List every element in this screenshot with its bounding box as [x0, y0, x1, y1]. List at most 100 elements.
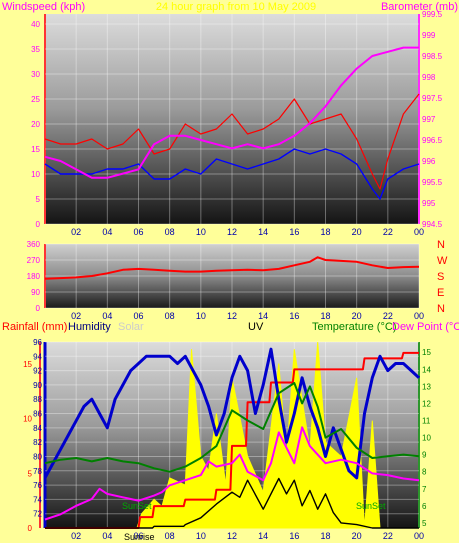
tick-labels: 02 04 06 08 10 12 14 16 18 20 22 000510152025303540… — [31, 10, 442, 237]
x-tick-label: 22 — [383, 311, 393, 321]
x-tick-label: 02 — [71, 227, 81, 237]
solar-title: Solar — [118, 321, 144, 333]
y-tick-label: 72 — [33, 510, 42, 519]
compass-label: N — [437, 239, 445, 251]
x-tick-label: 00 — [414, 227, 424, 237]
x-tick-label: 04 — [102, 311, 112, 321]
x-tick-label: 10 — [196, 227, 206, 237]
temperature-axis-title: Temperature (°C) — [312, 321, 396, 333]
x-tick-label: 00 — [414, 311, 424, 321]
y-tick-label: 84 — [33, 424, 42, 433]
uv-title: UV — [248, 321, 264, 333]
x-tick-label: 16 — [289, 311, 299, 321]
y-tick-label: 0 — [28, 524, 33, 533]
y-tick-label: 997.5 — [422, 94, 443, 103]
y-tick-label: 96 — [33, 338, 42, 347]
x-tick-label: 10 — [196, 531, 206, 541]
y-tick-label: 82 — [33, 438, 42, 447]
barometer-line — [44, 46, 419, 179]
y-tick-label: 10 — [23, 415, 32, 424]
y-tick-label: 20 — [31, 120, 40, 129]
x-tick-label: 12 — [227, 227, 237, 237]
y-tick-label: 12 — [422, 399, 431, 408]
y-tick-label: 999 — [422, 31, 436, 40]
y-tick-label: 92 — [33, 367, 42, 376]
x-tick-label: 14 — [258, 311, 268, 321]
x-tick-label: 18 — [320, 227, 330, 237]
y-tick-label: 998 — [422, 73, 436, 82]
y-tick-label: 995.5 — [422, 178, 443, 187]
y-tick-label: 0 — [36, 220, 41, 229]
compass-label: W — [437, 255, 448, 267]
data-series — [44, 256, 420, 280]
y-tick-label: 40 — [31, 20, 40, 29]
y-tick-label: 8 — [422, 468, 427, 477]
plot-area — [45, 244, 419, 308]
y-tick-label: 88 — [33, 395, 42, 404]
legend-titles: Rainfall (mm) Humidity Solar UV Temperat… — [2, 321, 459, 333]
windspeed-axis-title: Windspeed (kph) — [2, 1, 85, 13]
x-tick-label: 12 — [227, 531, 237, 541]
y-tick-label: 74 — [33, 495, 42, 504]
y-tick-label: 998.5 — [422, 52, 443, 61]
y-tick-label: 11 — [422, 416, 431, 425]
humidity-title: Humidity — [68, 321, 111, 333]
y-tick-label: 80 — [33, 452, 42, 461]
compass-label: S — [437, 271, 444, 283]
data-series — [44, 46, 420, 200]
compass-label: N — [437, 303, 445, 315]
y-tick-label: 995 — [422, 199, 436, 208]
y-tick-label: 10 — [31, 170, 40, 179]
y-tick-label: 996 — [422, 157, 436, 166]
y-tick-label: 76 — [33, 481, 42, 490]
x-tick-label: 14 — [258, 531, 268, 541]
x-tick-label: 20 — [352, 311, 362, 321]
x-tick-label: 08 — [165, 311, 175, 321]
chart-date-title: 24 hour graph from 10 May 2009 — [156, 1, 316, 13]
x-tick-label: 04 — [102, 531, 112, 541]
x-tick-label: 06 — [133, 531, 143, 541]
x-tick-label: 10 — [196, 311, 206, 321]
y-tick-label: 30 — [31, 70, 40, 79]
y-tick-label: 6 — [422, 502, 427, 511]
y-tick-label: 78 — [33, 467, 42, 476]
x-tick-label: 18 — [320, 311, 330, 321]
x-tick-label: 16 — [289, 227, 299, 237]
y-tick-label: 5 — [36, 195, 41, 204]
y-tick-label: 994.5 — [422, 220, 443, 229]
temperature-line — [44, 382, 420, 473]
x-tick-label: 06 — [133, 311, 143, 321]
x-tick-label: 22 — [383, 227, 393, 237]
y-tick-label: 5 — [28, 469, 33, 478]
y-tick-label: 180 — [27, 272, 41, 281]
sunset-label: SunSet — [356, 501, 386, 511]
x-tick-label: 16 — [289, 531, 299, 541]
y-tick-label: 999.5 — [422, 10, 443, 19]
dewpoint-axis-title: Dew Point (°C) — [392, 321, 459, 333]
windspeed-barometer-chart: Windspeed (kph) 24 hour graph from 10 Ma… — [2, 1, 458, 237]
y-tick-label: 90 — [33, 381, 42, 390]
x-tick-label: 18 — [320, 531, 330, 541]
x-tick-label: 00 — [414, 531, 424, 541]
x-tick-label: 02 — [71, 311, 81, 321]
sunrise-label: Sunrise — [124, 532, 155, 542]
y-tick-label: 25 — [31, 95, 40, 104]
compass-label: E — [437, 287, 444, 299]
rain-humidity-temperature-chart: Rainfall (mm) Humidity Solar UV Temperat… — [2, 321, 459, 542]
y-tick-label: 7 — [422, 485, 427, 494]
y-tick-label: 997 — [422, 115, 436, 124]
y-tick-label: 15 — [23, 360, 32, 369]
x-tick-label: 08 — [165, 531, 175, 541]
tick-labels: 02 04 06 08 10 12 14 16 18 20 22 000510157274767880… — [23, 338, 431, 541]
y-tick-label: 9 — [422, 451, 427, 460]
x-tick-label: 06 — [133, 227, 143, 237]
x-tick-label: 20 — [352, 227, 362, 237]
x-tick-label: 04 — [102, 227, 112, 237]
y-tick-label: 86 — [33, 410, 42, 419]
y-tick-label: 0 — [36, 304, 41, 313]
y-tick-label: 360 — [27, 240, 41, 249]
x-tick-label: 14 — [258, 227, 268, 237]
